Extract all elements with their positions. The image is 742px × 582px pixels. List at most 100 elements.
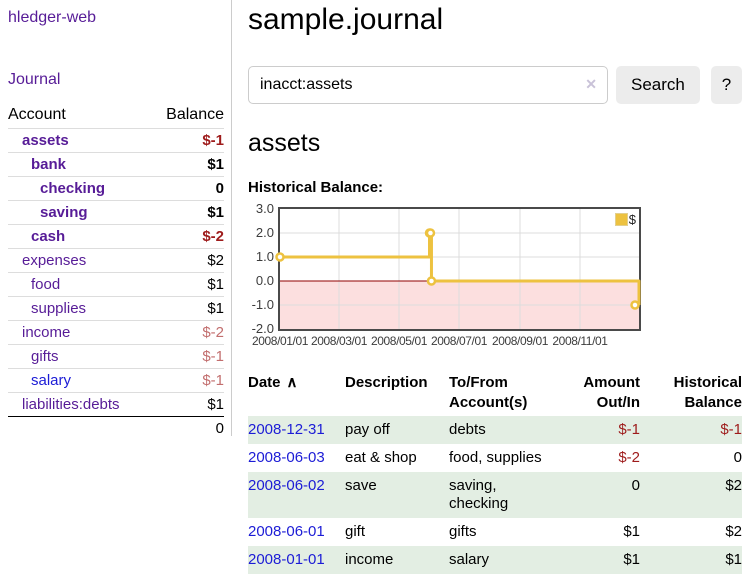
chart-canvas — [275, 209, 641, 329]
y-axis-tick-label: 2.0 — [255, 225, 274, 240]
account-row: supplies $1 — [8, 296, 224, 321]
account-row: cash $-2 — [8, 224, 224, 249]
transaction-accounts: food, supplies — [449, 449, 542, 466]
account-row: checking 0 — [8, 176, 224, 201]
account-balance: $1 — [207, 204, 224, 221]
account-row: food $1 — [8, 272, 224, 297]
x-axis-tick-label: 2008/09/01 — [491, 334, 549, 348]
transaction-row: 2008-01-01 income salary $1 $1 — [248, 546, 742, 574]
account-balance: $1 — [207, 300, 224, 317]
account-row: income $-2 — [8, 320, 224, 345]
transaction-row: 2008-06-02 save saving, checking 0 $2 — [248, 472, 742, 518]
historical-balance-chart: $ 3.0 2.0 1.0 0.0 -1.0 -2.0 2008/01/01 2008/03/… — [248, 202, 742, 354]
transaction-amount: $-1 — [618, 421, 640, 438]
account-link[interactable]: expenses — [22, 252, 87, 269]
balance-column-header: Balance — [166, 106, 224, 123]
transaction-amount: 0 — [631, 477, 640, 494]
transaction-description: save — [345, 477, 377, 494]
help-button[interactable]: ? — [710, 66, 742, 104]
transaction-amount: $-2 — [618, 449, 640, 466]
accounts-column-header: To/From Account(s) — [449, 374, 528, 411]
page-title: sample.journal — [248, 3, 444, 36]
account-row: salary $-1 — [8, 368, 224, 393]
transaction-description: income — [345, 551, 394, 568]
search-button[interactable]: Search — [616, 66, 700, 104]
account-link[interactable]: bank — [31, 156, 67, 173]
balance-column-header-main: Historical Balance — [673, 374, 742, 411]
chart-plot-area: $ — [275, 207, 641, 331]
transactions-header-row: Date ∧ Description To/From Account(s) Amo… — [248, 370, 742, 416]
y-axis-tick-label: 3.0 — [255, 201, 274, 216]
sidebar: hledger-web Journal Account Balance asse… — [0, 0, 232, 437]
transaction-accounts: salary — [449, 551, 490, 568]
account-row: expenses $2 — [8, 248, 224, 273]
sort-ascending-icon: ∧ — [286, 374, 298, 391]
transaction-balance: $2 — [725, 523, 742, 540]
transaction-description: gift — [345, 523, 366, 540]
account-row: gifts $-1 — [8, 344, 224, 369]
app-title-link[interactable]: hledger-web — [8, 9, 97, 26]
transaction-date-link[interactable]: 2008-06-01 — [248, 523, 325, 540]
transaction-date-link[interactable]: 2008-06-02 — [248, 477, 325, 494]
clear-search-icon[interactable]: ✕ — [585, 76, 597, 92]
account-column-header: Account — [8, 106, 66, 123]
transactions-table: Date ∧ Description To/From Account(s) Amo… — [248, 370, 742, 574]
accounts-total-balance: 0 — [215, 420, 224, 437]
transaction-amount: $1 — [623, 551, 640, 568]
transaction-description: pay off — [345, 421, 390, 438]
search-form: ✕ Search ? — [248, 66, 742, 104]
transaction-date-link[interactable]: 2008-06-03 — [248, 449, 325, 466]
account-link[interactable]: checking — [40, 180, 106, 197]
account-row: liabilities:debts $1 — [8, 392, 224, 417]
transaction-row: 2008-06-01 gift gifts $1 $2 — [248, 518, 742, 546]
transaction-row: 2008-06-03 eat & shop food, supplies $-2… — [248, 444, 742, 472]
account-link[interactable]: saving — [40, 204, 88, 221]
account-link[interactable]: cash — [31, 228, 66, 245]
account-row: bank $1 — [8, 152, 224, 177]
amount-column-header: Amount Out/In — [583, 374, 640, 411]
account-balance: $-1 — [202, 132, 224, 149]
account-balance: $-1 — [202, 372, 224, 389]
account-row: saving $1 — [8, 200, 224, 225]
transaction-balance: $1 — [725, 551, 742, 568]
transaction-date-link[interactable]: 2008-12-31 — [248, 421, 325, 438]
search-input[interactable] — [248, 66, 608, 104]
transaction-balance: $2 — [725, 477, 742, 494]
transaction-balance: 0 — [733, 449, 742, 466]
legend-swatch-icon — [614, 213, 628, 226]
account-balance: $-2 — [202, 228, 224, 245]
chart-legend: $ — [614, 212, 636, 227]
transaction-accounts: saving, checking — [449, 477, 509, 512]
transaction-row: 2008-12-31 pay off debts $-1 $-1 — [248, 416, 742, 444]
account-row: assets $-1 — [8, 128, 224, 153]
x-axis-tick-label: 2008/03/01 — [310, 334, 368, 348]
search-input-wrapper: ✕ — [248, 66, 608, 104]
account-link[interactable]: salary — [31, 372, 72, 389]
y-axis-tick-label: -1.0 — [251, 297, 274, 312]
y-axis-tick-label: 0.0 — [255, 273, 274, 288]
sidebar-item-journal[interactable]: Journal — [8, 71, 61, 88]
transaction-accounts: gifts — [449, 523, 477, 540]
account-balance: $-1 — [202, 348, 224, 365]
y-axis-tick-label: 1.0 — [255, 249, 274, 264]
accounts-total-spacer — [8, 417, 150, 441]
transaction-balance: $-1 — [720, 421, 742, 438]
x-axis-tick-label: 2008/07/01 — [430, 334, 488, 348]
account-link[interactable]: income — [22, 324, 71, 341]
account-balance: $1 — [207, 276, 224, 293]
account-balance: $2 — [207, 252, 224, 269]
transaction-description: eat & shop — [345, 449, 417, 466]
transaction-date-link[interactable]: 2008-01-01 — [248, 551, 325, 568]
account-link[interactable]: supplies — [31, 300, 87, 317]
account-link[interactable]: liabilities:debts — [22, 396, 120, 413]
account-balance: $-2 — [202, 324, 224, 341]
accounts-header-row: Account Balance — [8, 104, 224, 129]
chart-title: Historical Balance: — [248, 179, 384, 196]
account-link[interactable]: food — [31, 276, 61, 293]
x-axis-tick-label: 2008/11/01 — [552, 334, 608, 348]
legend-label: $ — [628, 212, 636, 227]
account-link[interactable]: assets — [22, 132, 69, 149]
account-link[interactable]: gifts — [31, 348, 59, 365]
date-column-header[interactable]: Date ∧ — [248, 374, 298, 391]
accounts-total-row: 0 — [8, 416, 224, 441]
